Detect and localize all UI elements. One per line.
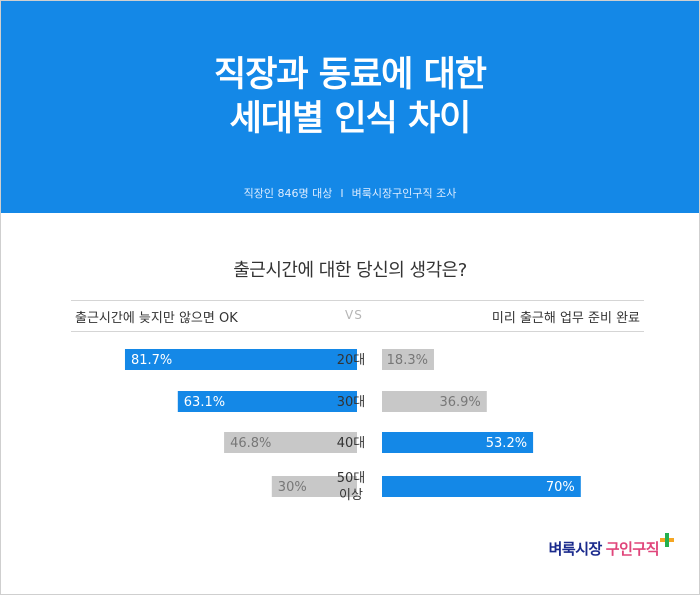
bar-label-left: 81.7% xyxy=(131,353,172,368)
legend-row: 출근시간에 늦지만 않으면 OK VS 미리 출근해 업무 준비 완료 xyxy=(71,300,644,332)
logo-service-text: 구인구직 xyxy=(605,540,660,558)
plus-icon xyxy=(660,533,674,547)
survey-source: 벼룩시장구인구직 조사 xyxy=(351,187,457,200)
bar-right xyxy=(382,391,487,412)
category-label: 30대 xyxy=(337,395,366,410)
bar-label-right: 36.9% xyxy=(439,395,480,410)
bar-left xyxy=(124,349,357,370)
bar-left xyxy=(177,391,357,412)
bar-right xyxy=(382,349,434,370)
bar-left xyxy=(224,432,357,453)
bar-right xyxy=(382,432,534,453)
butterfly-bar-chart: 81.7% 18.3% 20대 63.1% 36.9% 30대 46.8% 53.2% 40대 3… xyxy=(124,349,581,503)
category-label: 50대 이상 xyxy=(337,471,366,503)
category-label: 20대 xyxy=(337,353,366,368)
bar-label-right: 53.2% xyxy=(486,436,527,451)
category-label: 40대 xyxy=(337,436,366,451)
survey-subtitle: 직장인 846명 대상 I 벼룩시장구인구직 조사 xyxy=(1,185,699,201)
bar-left xyxy=(271,476,357,497)
brand-logo: 벼룩시장 구인구직 xyxy=(548,533,674,559)
bar-right xyxy=(382,476,581,497)
subtitle-separator: I xyxy=(340,187,344,200)
bar-label-left: 30% xyxy=(278,480,307,495)
legend-vs: VS xyxy=(345,308,363,322)
bar-label-right: 70% xyxy=(546,480,575,495)
survey-question: 출근시간에 대한 당신의 생각은? xyxy=(233,260,467,281)
title-line-1: 직장과 동료에 대한 xyxy=(214,55,487,95)
survey-sample: 직장인 846명 대상 xyxy=(243,187,333,200)
title-line-2: 세대별 인식 차이 xyxy=(229,99,472,139)
bar-label-right: 18.3% xyxy=(387,353,428,368)
bar-label-left: 63.1% xyxy=(184,395,225,410)
page-title: 직장과 동료에 대한 세대별 인식 차이 xyxy=(1,53,699,141)
header-banner: 직장과 동료에 대한 세대별 인식 차이 직장인 846명 대상 I 벼룩시장구인구… xyxy=(1,1,699,213)
logo-brand-text: 벼룩시장 xyxy=(548,540,603,558)
legend-left: 출근시간에 늦지만 않으면 OK xyxy=(75,311,238,326)
legend-right: 미리 출근해 업무 준비 완료 xyxy=(491,311,640,326)
bar-label-left: 46.8% xyxy=(230,436,271,451)
